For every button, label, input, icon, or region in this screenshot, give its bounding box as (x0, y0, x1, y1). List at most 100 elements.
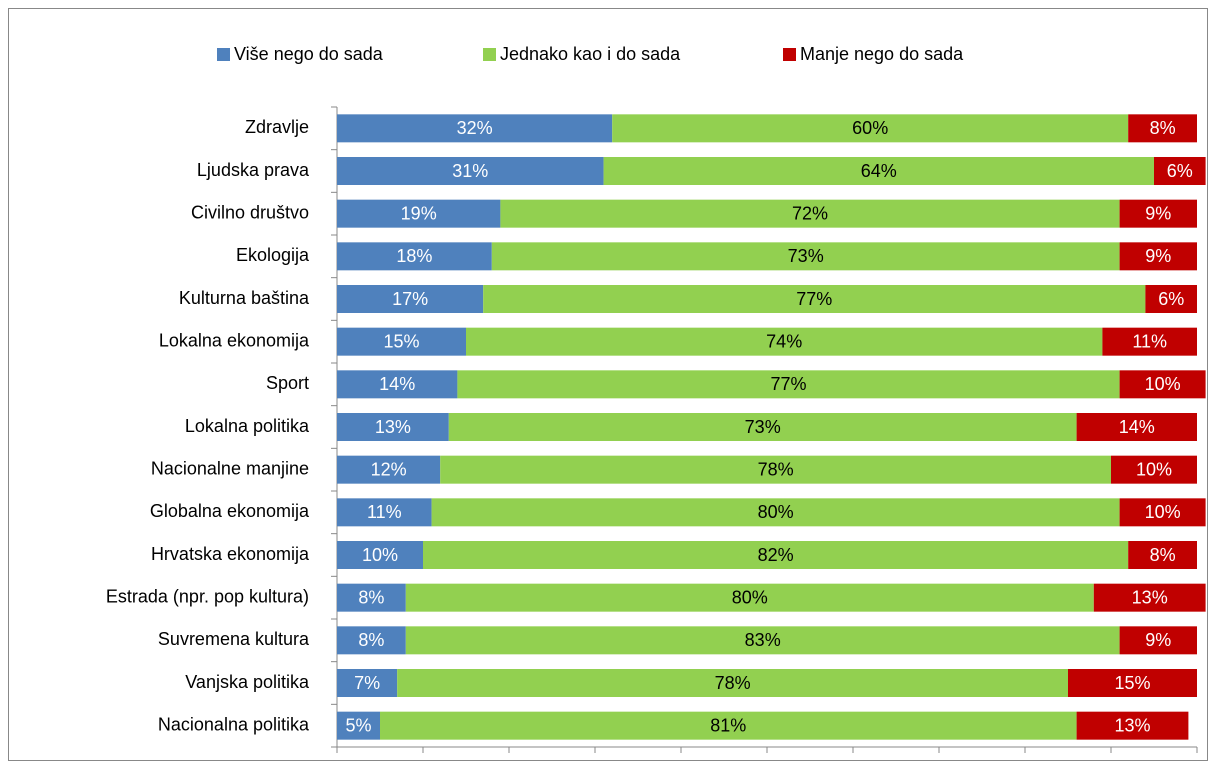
value-label: 82% (758, 545, 794, 565)
value-label: 13% (375, 417, 411, 437)
value-label: 73% (788, 246, 824, 266)
value-label: 78% (758, 459, 794, 479)
bar-segment (1076, 711, 1189, 740)
category-label: Lokalna politika (185, 416, 310, 436)
value-label: 8% (1150, 118, 1176, 138)
bar-segment (612, 114, 1129, 143)
bar-segment (337, 242, 492, 271)
value-label: 14% (379, 374, 415, 394)
value-label: 74% (766, 331, 802, 351)
legend-swatch (217, 48, 230, 61)
category-label: Kulturna baština (179, 288, 310, 308)
bar-segment (380, 711, 1077, 740)
bar-segment (405, 583, 1094, 612)
value-label: 6% (1167, 161, 1193, 181)
value-label: 83% (745, 630, 781, 650)
bar-segment (423, 541, 1129, 569)
category-label: Lokalna ekonomija (159, 330, 310, 350)
value-label: 5% (345, 715, 371, 735)
value-label: 15% (1114, 673, 1150, 693)
value-label: 10% (1145, 502, 1181, 522)
category-label: Suvremena kultura (158, 629, 310, 649)
bar-segment (466, 327, 1103, 356)
value-label: 8% (358, 630, 384, 650)
value-label: 80% (758, 502, 794, 522)
legend-label: Jednako kao i do sada (500, 44, 681, 64)
bar-segment (337, 498, 432, 527)
bar-segment (1119, 626, 1197, 655)
value-label: 18% (396, 246, 432, 266)
value-label: 12% (371, 459, 407, 479)
value-label: 77% (796, 289, 832, 309)
category-label: Globalna ekonomija (150, 501, 310, 521)
bar-segment (491, 242, 1120, 271)
value-label: 73% (745, 417, 781, 437)
bar-segment (337, 327, 466, 356)
value-label: 81% (710, 715, 746, 735)
bar-segment (603, 157, 1154, 185)
bar-segment (1119, 199, 1197, 228)
value-label: 32% (457, 118, 493, 138)
value-label: 13% (1132, 587, 1168, 607)
value-label: 9% (1145, 246, 1171, 266)
legend-label: Manje nego do sada (800, 44, 964, 64)
category-label: Civilno društvo (191, 202, 309, 222)
bar-segment (1068, 669, 1197, 697)
legend-swatch (783, 48, 796, 61)
value-label: 9% (1145, 630, 1171, 650)
value-label: 7% (354, 673, 380, 693)
value-label: 9% (1145, 203, 1171, 223)
bar-segment (337, 541, 423, 569)
legend-label: Više nego do sada (234, 44, 384, 64)
value-label: 72% (792, 203, 828, 223)
category-label: Nacionalna politika (158, 714, 310, 734)
bar-segment (448, 413, 1077, 441)
category-label: Vanjska politika (185, 672, 310, 692)
value-label: 60% (852, 118, 888, 138)
bar-segment (483, 285, 1146, 313)
category-label: Nacionalne manjine (151, 458, 309, 478)
bar-segment (1119, 370, 1206, 399)
category-label: Hrvatska ekonomija (151, 544, 310, 564)
value-label: 10% (1145, 374, 1181, 394)
bar-segment (337, 583, 406, 612)
bar-segment (337, 370, 458, 399)
bar-segment (500, 199, 1120, 228)
value-label: 8% (1150, 545, 1176, 565)
bar-segment (1154, 157, 1206, 185)
category-label: Zdravlje (245, 117, 309, 137)
category-label: Estrada (npr. pop kultura) (106, 586, 309, 606)
bar-segment (337, 626, 406, 655)
category-label: Ekologija (236, 245, 310, 265)
bar-segment (431, 498, 1120, 527)
bar-segment (457, 370, 1120, 399)
bar-segment (337, 711, 380, 740)
value-label: 6% (1158, 289, 1184, 309)
value-label: 11% (1132, 331, 1167, 351)
value-label: 8% (358, 587, 384, 607)
category-label: Ljudska prava (197, 160, 310, 180)
bar-segment (1102, 327, 1197, 356)
bar-segment (337, 669, 398, 697)
value-label: 19% (401, 203, 437, 223)
bar-segment (1119, 498, 1206, 527)
bar-segment (337, 455, 441, 484)
bar-segment (337, 157, 604, 185)
value-label: 11% (367, 502, 402, 522)
legend-swatch (483, 48, 496, 61)
value-label: 10% (362, 545, 398, 565)
category-label: Sport (266, 373, 309, 393)
bar-segment (405, 626, 1120, 655)
bar-segment (1128, 541, 1197, 569)
bar-segment (337, 285, 484, 313)
value-label: 14% (1119, 417, 1155, 437)
value-label: 31% (452, 161, 488, 181)
value-label: 78% (715, 673, 751, 693)
bar-segment (1111, 455, 1197, 484)
bar-segment (1119, 242, 1197, 271)
bar-segment (337, 199, 501, 228)
value-label: 15% (383, 331, 419, 351)
value-label: 13% (1114, 715, 1150, 735)
